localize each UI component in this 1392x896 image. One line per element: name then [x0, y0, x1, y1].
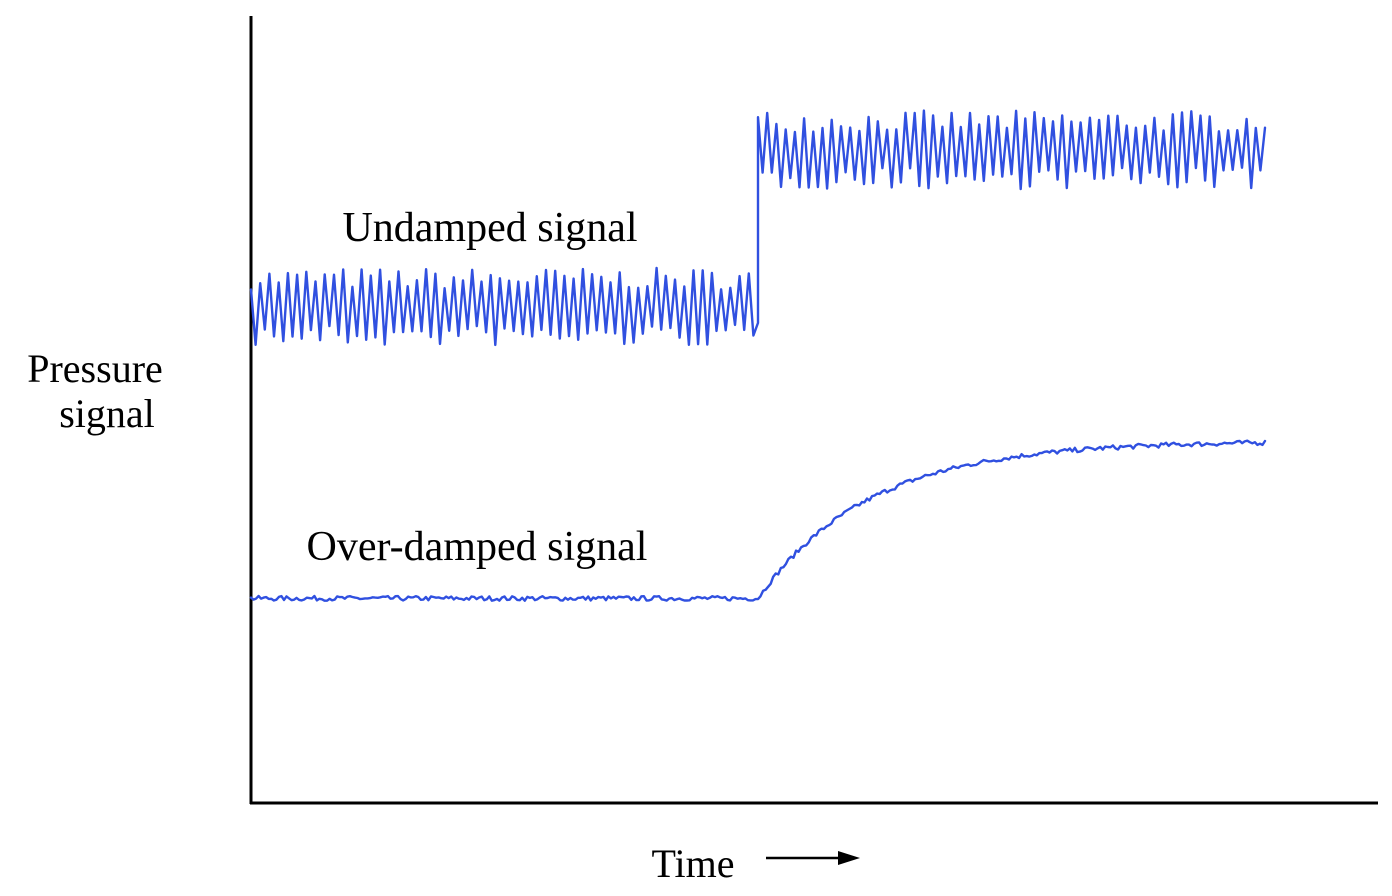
y-axis-label-line1: Pressure — [27, 346, 163, 391]
undamped-signal-line — [249, 109, 1267, 347]
series-label-undamped: Undamped signal — [342, 205, 637, 251]
series-layer — [249, 109, 1267, 602]
x-axis-arrow-head — [838, 851, 860, 865]
y-axis-label-line2: signal — [59, 391, 155, 436]
over-damped-signal-line — [249, 439, 1267, 602]
series-label-over-damped: Over-damped signal — [307, 524, 648, 570]
x-axis-label: Time — [651, 841, 734, 886]
